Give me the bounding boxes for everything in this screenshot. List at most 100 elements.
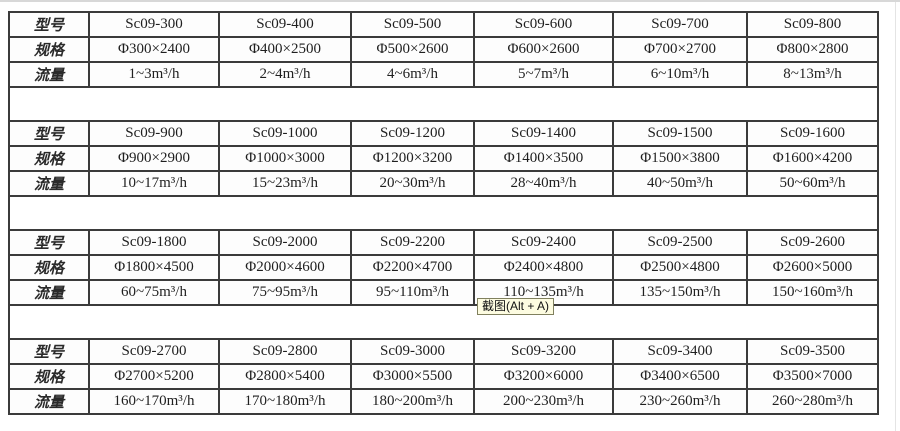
model-cell: Sc09-900 bbox=[88, 120, 220, 147]
spec-cell: Φ3400×6500 bbox=[612, 363, 748, 390]
flow-cell: 8~13m³/h bbox=[746, 61, 879, 88]
flow-cell: 1~3m³/h bbox=[88, 61, 220, 88]
model-row: 型号 Sc09-300 Sc09-400 Sc09-500 Sc09-600 S… bbox=[8, 11, 879, 38]
model-cell: Sc09-1400 bbox=[473, 120, 614, 147]
spec-cell: Φ3000×5500 bbox=[350, 363, 475, 390]
table-gap bbox=[8, 306, 879, 338]
flow-cell: 10~17m³/h bbox=[88, 170, 220, 197]
row-label-model: 型号 bbox=[8, 120, 90, 147]
row-label-model: 型号 bbox=[8, 11, 90, 38]
model-cell: Sc09-2000 bbox=[218, 229, 352, 256]
model-cell: Sc09-3200 bbox=[473, 338, 614, 365]
window-top-edge bbox=[0, 0, 900, 2]
spec-cell: Φ2500×4800 bbox=[612, 254, 748, 281]
spec-cell: Φ3500×7000 bbox=[746, 363, 879, 390]
flow-cell: 5~7m³/h bbox=[473, 61, 614, 88]
spec-cell: Φ1400×3500 bbox=[473, 145, 614, 172]
spec-cell: Φ2700×5200 bbox=[88, 363, 220, 390]
model-cell: Sc09-700 bbox=[612, 11, 748, 38]
model-cell: Sc09-1500 bbox=[612, 120, 748, 147]
spec-table: 型号 Sc09-300 Sc09-400 Sc09-500 Sc09-600 S… bbox=[8, 11, 879, 415]
flow-cell: 160~170m³/h bbox=[88, 388, 220, 415]
spec-row: 规格 Φ900×2900 Φ1000×3000 Φ1200×3200 Φ1400… bbox=[8, 145, 879, 172]
spec-row: 规格 Φ300×2400 Φ400×2500 Φ500×2600 Φ600×26… bbox=[8, 36, 879, 63]
flow-cell: 40~50m³/h bbox=[612, 170, 748, 197]
screenshot-tooltip: 截图(Alt + A) bbox=[477, 298, 555, 315]
spec-row: 规格 Φ2700×5200 Φ2800×5400 Φ3000×5500 Φ320… bbox=[8, 363, 879, 390]
model-row: 型号 Sc09-900 Sc09-1000 Sc09-1200 Sc09-140… bbox=[8, 120, 879, 147]
spec-table-block-4: 型号 Sc09-2700 Sc09-2800 Sc09-3000 Sc09-32… bbox=[8, 338, 879, 415]
spec-cell: Φ300×2400 bbox=[88, 36, 220, 63]
model-cell: Sc09-2500 bbox=[612, 229, 748, 256]
row-label-flow: 流量 bbox=[8, 388, 90, 415]
spec-cell: Φ2400×4800 bbox=[473, 254, 614, 281]
flow-cell: 170~180m³/h bbox=[218, 388, 352, 415]
row-label-flow: 流量 bbox=[8, 61, 90, 88]
spec-cell: Φ600×2600 bbox=[473, 36, 614, 63]
spec-cell: Φ1800×4500 bbox=[88, 254, 220, 281]
model-cell: Sc09-1800 bbox=[88, 229, 220, 256]
flow-cell: 75~95m³/h bbox=[218, 279, 352, 306]
model-cell: Sc09-2200 bbox=[350, 229, 475, 256]
spec-cell: Φ2600×5000 bbox=[746, 254, 879, 281]
spec-cell: Φ1500×3800 bbox=[612, 145, 748, 172]
spec-cell: Φ2800×5400 bbox=[218, 363, 352, 390]
flow-cell: 4~6m³/h bbox=[350, 61, 475, 88]
flow-row: 流量 60~75m³/h 75~95m³/h 95~110m³/h 110~13… bbox=[8, 279, 879, 306]
model-row: 型号 Sc09-1800 Sc09-2000 Sc09-2200 Sc09-24… bbox=[8, 229, 879, 256]
spec-table-block-3: 型号 Sc09-1800 Sc09-2000 Sc09-2200 Sc09-24… bbox=[8, 229, 879, 306]
flow-cell: 2~4m³/h bbox=[218, 61, 352, 88]
flow-row: 流量 160~170m³/h 170~180m³/h 180~200m³/h 2… bbox=[8, 388, 879, 415]
spec-cell: Φ3200×6000 bbox=[473, 363, 614, 390]
row-label-model: 型号 bbox=[8, 229, 90, 256]
row-label-flow: 流量 bbox=[8, 279, 90, 306]
spec-cell: Φ400×2500 bbox=[218, 36, 352, 63]
flow-row: 流量 10~17m³/h 15~23m³/h 20~30m³/h 28~40m³… bbox=[8, 170, 879, 197]
flow-cell: 95~110m³/h bbox=[350, 279, 475, 306]
model-cell: Sc09-800 bbox=[746, 11, 879, 38]
spec-cell: Φ1000×3000 bbox=[218, 145, 352, 172]
model-cell: Sc09-2600 bbox=[746, 229, 879, 256]
flow-cell: 60~75m³/h bbox=[88, 279, 220, 306]
flow-cell: 15~23m³/h bbox=[218, 170, 352, 197]
model-cell: Sc09-300 bbox=[88, 11, 220, 38]
flow-cell: 6~10m³/h bbox=[612, 61, 748, 88]
window-right-edge bbox=[895, 2, 896, 431]
spec-cell: Φ1200×3200 bbox=[350, 145, 475, 172]
model-cell: Sc09-3500 bbox=[746, 338, 879, 365]
model-cell: Sc09-1200 bbox=[350, 120, 475, 147]
flow-cell: 180~200m³/h bbox=[350, 388, 475, 415]
spec-cell: Φ700×2700 bbox=[612, 36, 748, 63]
model-cell: Sc09-2400 bbox=[473, 229, 614, 256]
spec-row: 规格 Φ1800×4500 Φ2000×4600 Φ2200×4700 Φ240… bbox=[8, 254, 879, 281]
model-cell: Sc09-3400 bbox=[612, 338, 748, 365]
flow-cell: 200~230m³/h bbox=[473, 388, 614, 415]
model-cell: Sc09-1600 bbox=[746, 120, 879, 147]
row-label-spec: 规格 bbox=[8, 254, 90, 281]
spec-table-block-2: 型号 Sc09-900 Sc09-1000 Sc09-1200 Sc09-140… bbox=[8, 120, 879, 197]
spec-cell: Φ2200×4700 bbox=[350, 254, 475, 281]
flow-cell: 230~260m³/h bbox=[612, 388, 748, 415]
flow-cell: 50~60m³/h bbox=[746, 170, 879, 197]
row-label-spec: 规格 bbox=[8, 36, 90, 63]
row-label-spec: 规格 bbox=[8, 145, 90, 172]
flow-cell: 20~30m³/h bbox=[350, 170, 475, 197]
model-cell: Sc09-2800 bbox=[218, 338, 352, 365]
flow-cell: 150~160m³/h bbox=[746, 279, 879, 306]
spec-cell: Φ800×2800 bbox=[746, 36, 879, 63]
row-label-flow: 流量 bbox=[8, 170, 90, 197]
model-cell: Sc09-2700 bbox=[88, 338, 220, 365]
screenshot-tooltip-label: 截图(Alt + A) bbox=[482, 299, 550, 313]
model-row: 型号 Sc09-2700 Sc09-2800 Sc09-3000 Sc09-32… bbox=[8, 338, 879, 365]
row-label-model: 型号 bbox=[8, 338, 90, 365]
flow-row: 流量 1~3m³/h 2~4m³/h 4~6m³/h 5~7m³/h 6~10m… bbox=[8, 61, 879, 88]
table-gap bbox=[8, 197, 879, 229]
model-cell: Sc09-600 bbox=[473, 11, 614, 38]
model-cell: Sc09-400 bbox=[218, 11, 352, 38]
spec-cell: Φ2000×4600 bbox=[218, 254, 352, 281]
flow-cell: 28~40m³/h bbox=[473, 170, 614, 197]
spec-cell: Φ500×2600 bbox=[350, 36, 475, 63]
row-label-spec: 规格 bbox=[8, 363, 90, 390]
spec-cell: Φ900×2900 bbox=[88, 145, 220, 172]
table-gap bbox=[8, 88, 879, 120]
